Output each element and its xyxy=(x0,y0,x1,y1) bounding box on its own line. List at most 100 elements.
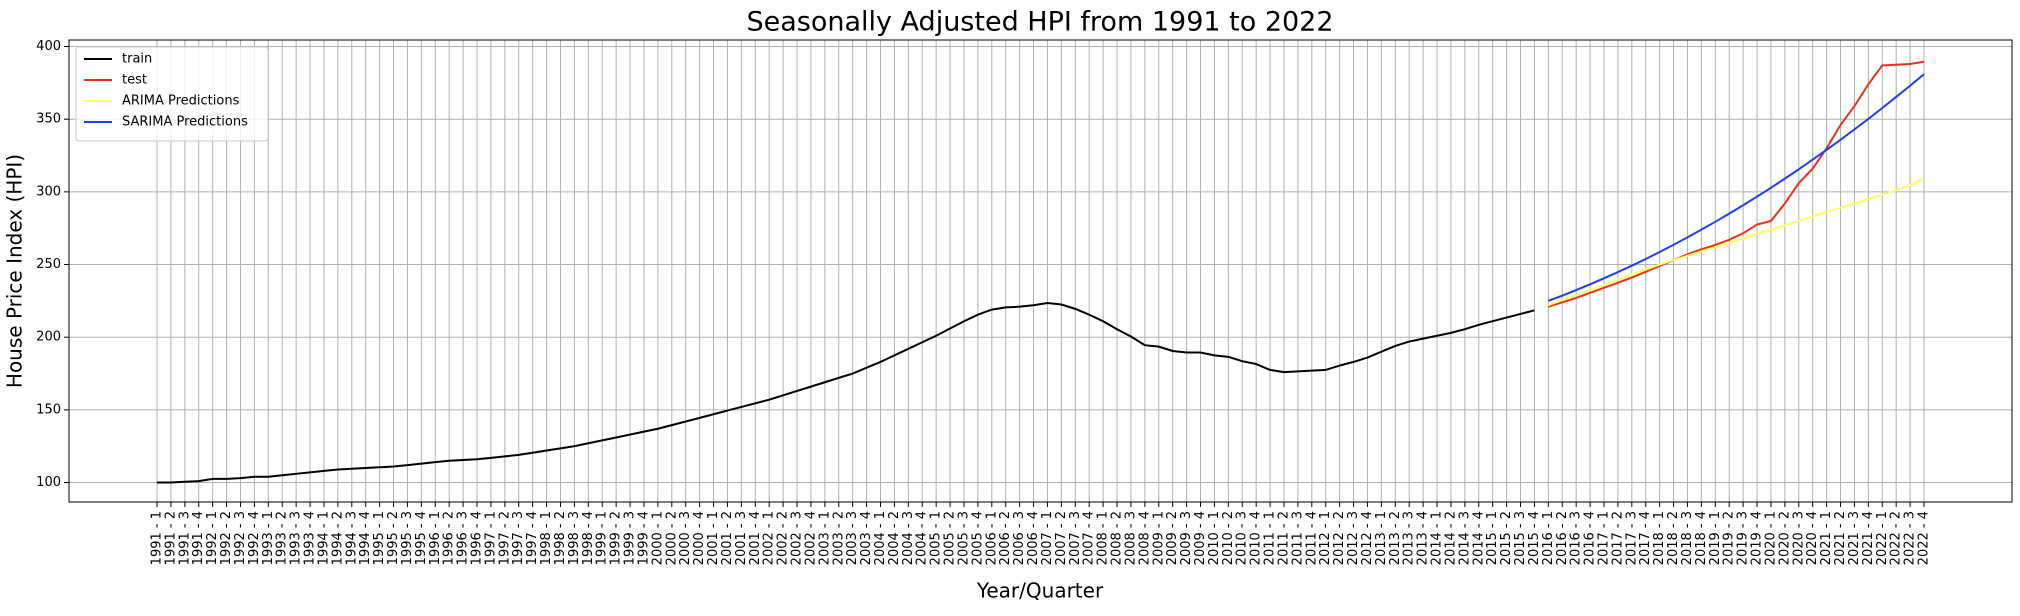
x-tick-label: 2010 - 1 xyxy=(1207,511,1222,565)
y-tick-label: 150 xyxy=(36,402,61,417)
legend-box xyxy=(75,46,269,142)
x-tick-label: 2012 - 2 xyxy=(1332,511,1347,565)
x-tick-label: 2003 - 2 xyxy=(831,511,846,565)
x-tick-label: 2001 - 2 xyxy=(720,511,735,565)
x-tick-label: 2010 - 2 xyxy=(1221,511,1236,565)
x-tick-label: 2011 - 3 xyxy=(1290,511,1305,565)
x-tick-label: 2009 - 2 xyxy=(1165,511,1180,565)
x-tick-label: 2022 - 1 xyxy=(1875,511,1890,565)
x-tick-label: 1999 - 4 xyxy=(636,511,651,565)
x-tick-label: 2005 - 4 xyxy=(970,511,985,565)
x-tick-label: 2002 - 2 xyxy=(776,511,791,565)
x-tick-label: 1995 - 3 xyxy=(400,511,415,565)
x-tick-label: 1991 - 3 xyxy=(177,511,192,565)
y-tick-label: 300 xyxy=(36,184,61,199)
x-tick-label: 2013 - 3 xyxy=(1402,511,1417,565)
legend-label: test xyxy=(122,73,147,88)
x-tick-label: 1998 - 3 xyxy=(567,511,582,565)
x-tick-label: 1993 - 4 xyxy=(303,511,318,565)
x-tick-label: 1991 - 1 xyxy=(150,511,165,565)
x-tick-label: 1996 - 2 xyxy=(442,511,457,565)
x-tick-label: 2004 - 1 xyxy=(873,511,888,565)
line-series xyxy=(1547,177,1925,307)
x-tick-label: 2005 - 3 xyxy=(956,511,971,565)
x-tick-label: 2009 - 3 xyxy=(1179,511,1194,565)
x-tick-label: 2014 - 3 xyxy=(1457,511,1472,565)
x-tick-label: 2011 - 1 xyxy=(1263,511,1278,565)
x-tick-label: 2007 - 2 xyxy=(1054,511,1069,565)
x-tick-label: 2011 - 4 xyxy=(1304,511,1319,565)
legend-label: SARIMA Predictions xyxy=(122,115,248,130)
x-tick-label: 2001 - 4 xyxy=(748,511,763,565)
x-tick-label: 2006 - 3 xyxy=(1012,511,1027,565)
plot-frame xyxy=(68,39,2013,503)
x-tick-label: 2021 - 2 xyxy=(1833,511,1848,565)
x-tick-label: 1992 - 3 xyxy=(233,511,248,565)
x-tick-label: 2000 - 1 xyxy=(650,511,665,565)
x-tick-label: 1997 - 2 xyxy=(497,511,512,565)
x-tick-label: 1995 - 1 xyxy=(372,511,387,565)
x-tick-label: 2007 - 1 xyxy=(1040,511,1055,565)
legend-label: train xyxy=(122,52,152,67)
x-tick-label: 2018 - 3 xyxy=(1680,511,1695,565)
legend: train test ARIMA Predictions SARIMA Predict… xyxy=(75,46,269,142)
x-tick-label: 2010 - 3 xyxy=(1235,511,1250,565)
x-tick-label: 2020 - 1 xyxy=(1763,511,1778,565)
x-tick-label: 2016 - 4 xyxy=(1583,511,1598,565)
x-tick-label: 2013 - 4 xyxy=(1416,511,1431,565)
x-tick-label: 1992 - 1 xyxy=(205,511,220,565)
x-tick-label: 2007 - 4 xyxy=(1082,511,1097,565)
y-tick-label: 250 xyxy=(36,257,61,272)
x-tick-label: 2021 - 1 xyxy=(1819,511,1834,565)
x-tick-label: 2016 - 3 xyxy=(1569,511,1584,565)
x-tick-label: 2008 - 1 xyxy=(1096,511,1111,565)
legend-label: ARIMA Predictions xyxy=(122,94,240,109)
x-tick-label: 2022 - 2 xyxy=(1889,511,1904,565)
x-tick-label: 2017 - 1 xyxy=(1596,511,1611,565)
y-tick-label: 100 xyxy=(36,475,61,490)
x-tick-label: 2008 - 2 xyxy=(1110,511,1125,565)
x-tick-label: 2019 - 3 xyxy=(1736,511,1751,565)
x-tick-label: 2003 - 3 xyxy=(845,511,860,565)
x-tick-label: 2004 - 4 xyxy=(915,511,930,565)
x-tick-label: 1997 - 4 xyxy=(525,511,540,565)
x-tick-label: 2002 - 4 xyxy=(803,511,818,565)
x-tick-label: 2002 - 3 xyxy=(790,511,805,565)
x-tick-label: 2011 - 2 xyxy=(1276,511,1291,565)
x-tick-label: 2005 - 2 xyxy=(943,511,958,565)
x-tick-label: 2003 - 1 xyxy=(817,511,832,565)
x-tick-label: 2021 - 4 xyxy=(1861,511,1876,565)
x-tick-label: 2012 - 1 xyxy=(1318,511,1333,565)
x-tick-label: 2015 - 4 xyxy=(1527,511,1542,565)
x-tick-label: 2017 - 4 xyxy=(1638,511,1653,565)
x-tick-label: 2009 - 4 xyxy=(1193,511,1208,565)
x-tick-label: 2010 - 4 xyxy=(1249,511,1264,565)
chart-title: Seasonally Adjusted HPI from 1991 to 202… xyxy=(746,7,1333,38)
x-tick-label: 2014 - 1 xyxy=(1430,511,1445,565)
x-tick-label: 2008 - 4 xyxy=(1137,511,1152,565)
x-tick-label: 1998 - 2 xyxy=(553,511,568,565)
x-tick-label: 2014 - 2 xyxy=(1443,511,1458,565)
x-tick-label: 2013 - 2 xyxy=(1388,511,1403,565)
x-tick-label: 2004 - 2 xyxy=(887,511,902,565)
x-tick-label: 2015 - 3 xyxy=(1513,511,1528,565)
x-axis-label: Year/Quarter xyxy=(976,579,1104,603)
x-tick-label: 2019 - 4 xyxy=(1750,511,1765,565)
x-tick-label: 2006 - 1 xyxy=(984,511,999,565)
x-tick-label: 2022 - 3 xyxy=(1903,511,1918,565)
x-tick-label: 2013 - 1 xyxy=(1374,511,1389,565)
x-tick-label: 2002 - 1 xyxy=(762,511,777,565)
x-tick-label: 2003 - 4 xyxy=(859,511,874,565)
x-tick-label: 1993 - 3 xyxy=(289,511,304,565)
y-tick-label: 400 xyxy=(36,39,61,54)
grid xyxy=(69,40,2012,502)
x-tick-label: 1999 - 3 xyxy=(623,511,638,565)
y-tick-label: 350 xyxy=(36,112,61,127)
x-tick-label: 2019 - 1 xyxy=(1708,511,1723,565)
x-tick-label: 2020 - 2 xyxy=(1777,511,1792,565)
x-tick-label: 1998 - 4 xyxy=(581,511,596,565)
x-tick-label: 2018 - 4 xyxy=(1694,511,1709,565)
x-tick-label: 2019 - 2 xyxy=(1722,511,1737,565)
x-tick-label: 2015 - 2 xyxy=(1499,511,1514,565)
